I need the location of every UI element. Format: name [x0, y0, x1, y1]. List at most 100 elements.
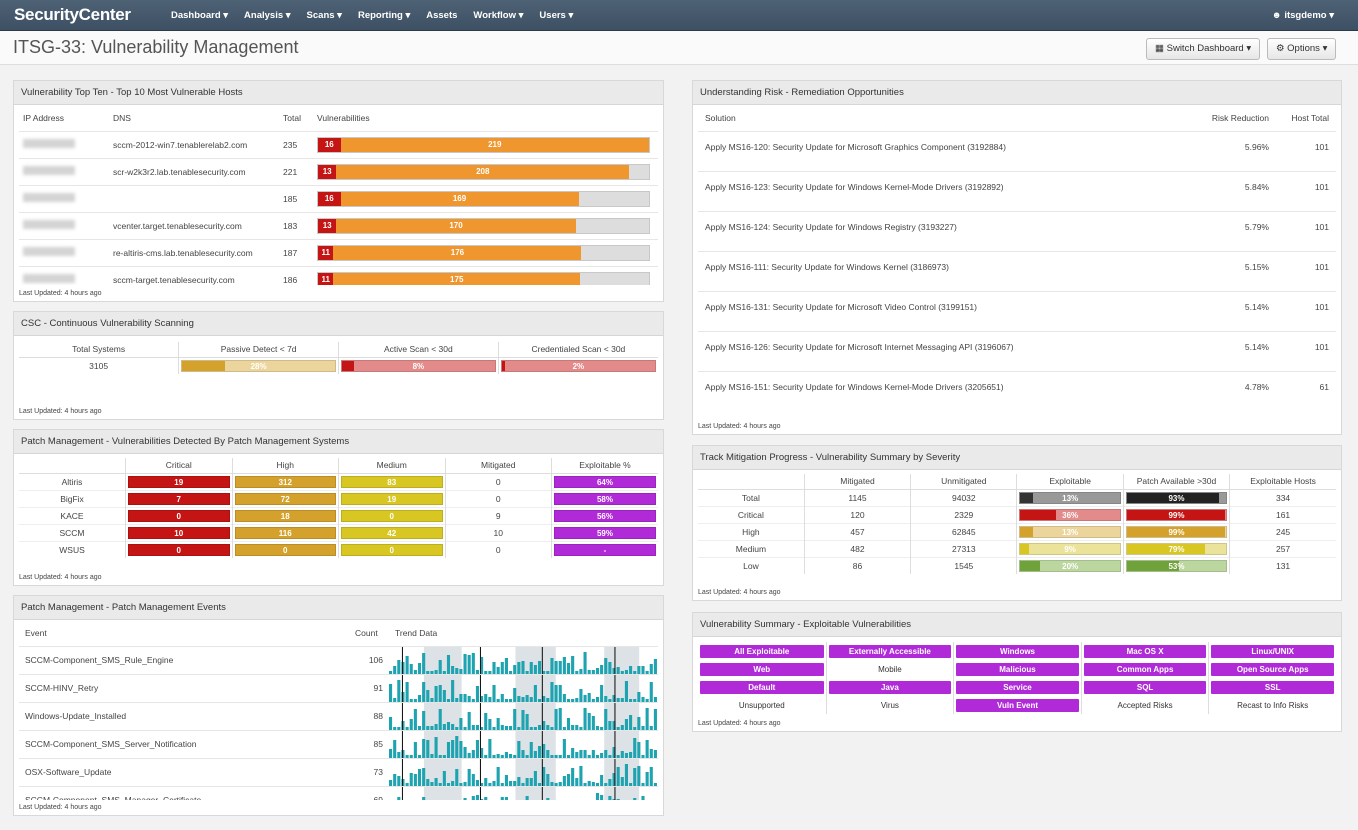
nav-item[interactable]: Users ▾ [531, 0, 581, 31]
critical-count[interactable]: 0 [128, 543, 230, 556]
table-row[interactable]: Apply MS16-131: Security Update for Micr… [698, 290, 1336, 331]
column-header[interactable]: Event [25, 627, 47, 638]
unmitigated-count[interactable]: 62845 [910, 522, 1017, 540]
critical-count[interactable]: 7 [128, 492, 230, 505]
critical-count[interactable]: 19 [128, 475, 230, 488]
table-row[interactable]: OSX-Software_Update 73 [19, 757, 658, 786]
table-row[interactable]: Apply MS16-111: Security Update for Wind… [698, 250, 1336, 291]
exploitable-hosts[interactable]: 257 [1229, 539, 1336, 557]
table-row[interactable]: Apply MS16-124: Security Update for Wind… [698, 210, 1336, 251]
table-row[interactable]: SCCM-Component_SMS_Manager_Certificate 69 [19, 785, 658, 800]
column-header[interactable]: Count [355, 627, 378, 638]
mitigated-count[interactable]: 0 [444, 472, 552, 490]
summary-cell[interactable]: Virus [825, 696, 954, 714]
exploitable-hosts[interactable]: 131 [1229, 556, 1336, 574]
table-row[interactable]: vcenter.target.tenablesecurity.com 183 13 1… [19, 211, 658, 239]
csc-bar[interactable]: 28% [181, 359, 336, 372]
vuln-bar[interactable]: 16 169 [317, 190, 650, 207]
mitigated-count[interactable]: 10 [444, 523, 552, 541]
high-count[interactable]: 312 [234, 475, 336, 488]
column-header[interactable]: IP Address [23, 112, 64, 123]
mitigated-count[interactable]: 0 [444, 540, 552, 558]
summary-cell[interactable]: Windows [953, 642, 1081, 660]
table-row[interactable]: Apply MS16-151: Security Update for Wind… [698, 370, 1336, 411]
exploitable-percent[interactable]: 59% [554, 526, 656, 539]
table-row[interactable]: sccm-2012-win7.tenablerelab2.com 235 16 219 [19, 130, 658, 158]
column-header[interactable]: Solution [705, 112, 736, 123]
switch-dashboard-button[interactable]: ▦ Switch Dashboard ▾ [1146, 38, 1261, 60]
table-row[interactable]: Apply MS16-126: Security Update for Micr… [698, 330, 1336, 371]
table-row[interactable]: Apply MS16-120: Security Update for Micr… [698, 130, 1336, 171]
column-header[interactable]: DNS [113, 112, 131, 123]
unmitigated-count[interactable]: 1545 [910, 556, 1017, 574]
csc-bar[interactable]: 8% [341, 359, 496, 372]
medium-count[interactable]: 0 [341, 543, 443, 556]
exploitable-percent[interactable]: 58% [554, 492, 656, 505]
summary-cell[interactable]: Web [698, 660, 826, 678]
patch-bar[interactable]: 99% [1125, 525, 1228, 538]
options-button[interactable]: ⚙ Options ▾ [1267, 38, 1337, 60]
medium-count[interactable]: 19 [341, 492, 443, 505]
patch-bar[interactable]: 93% [1125, 491, 1228, 504]
nav-item[interactable]: Assets [418, 0, 465, 31]
brand-logo[interactable]: SecurityCenter [14, 5, 131, 24]
critical-count[interactable]: 0 [128, 509, 230, 522]
column-header[interactable]: Host Total [1291, 112, 1329, 123]
high-count[interactable]: 116 [234, 526, 336, 539]
patch-bar[interactable]: 53% [1125, 559, 1228, 572]
medium-count[interactable]: 0 [341, 509, 443, 522]
exploitable-percent[interactable]: 56% [554, 509, 656, 522]
column-header[interactable]: Total [283, 112, 301, 123]
mitigated-count[interactable]: 86 [803, 556, 911, 574]
summary-cell[interactable]: Accepted Risks [1080, 696, 1209, 714]
mitigated-count[interactable]: 120 [803, 505, 911, 523]
summary-cell[interactable]: SSL [1208, 678, 1336, 696]
exploitable-bar[interactable]: 13% [1019, 491, 1121, 504]
summary-cell[interactable]: Open Source Apps [1208, 660, 1336, 678]
summary-cell[interactable]: Vuln Event [953, 696, 1081, 714]
high-count[interactable]: 72 [234, 492, 336, 505]
exploitable-hosts[interactable]: 334 [1229, 488, 1336, 506]
exploitable-bar[interactable]: 9% [1019, 542, 1121, 555]
nav-item[interactable]: Dashboard ▾ [163, 0, 236, 31]
table-row[interactable]: 185 16 169 [19, 184, 658, 212]
unmitigated-count[interactable]: 2329 [910, 505, 1017, 523]
vuln-bar[interactable]: 11 175 [317, 271, 650, 285]
vuln-bar[interactable]: 16 219 [317, 136, 650, 153]
summary-cell[interactable]: Service [953, 678, 1081, 696]
table-row[interactable]: SCCM-Component_SMS_Rule_Engine 106 [19, 645, 658, 674]
exploitable-bar[interactable]: 13% [1019, 525, 1121, 538]
nav-item[interactable]: Analysis ▾ [236, 0, 299, 31]
column-header[interactable]: Vulnerabilities [317, 112, 370, 123]
column-header[interactable]: Trend Data [395, 627, 438, 638]
table-row[interactable]: scr-w2k3r2.lab.tenablesecurity.com 221 13 2… [19, 157, 658, 185]
user-menu[interactable]: ☻ itsgdemo ▾ [1272, 0, 1334, 31]
exploitable-percent[interactable]: - [554, 543, 656, 556]
table-row[interactable]: SCCM-HINV_Retry 91 [19, 673, 658, 702]
unmitigated-count[interactable]: 94032 [910, 488, 1017, 506]
column-header[interactable]: Risk Reduction [1211, 112, 1269, 123]
mitigated-count[interactable]: 1145 [803, 488, 911, 506]
vuln-bar[interactable]: 11 176 [317, 244, 650, 261]
summary-cell[interactable]: Externally Accessible [825, 642, 954, 660]
critical-count[interactable]: 10 [128, 526, 230, 539]
exploitable-bar[interactable]: 36% [1019, 508, 1121, 521]
total-systems[interactable]: 3105 [19, 356, 179, 374]
summary-cell[interactable]: Default [698, 678, 826, 696]
medium-count[interactable]: 83 [341, 475, 443, 488]
high-count[interactable]: 0 [234, 543, 336, 556]
mitigated-count[interactable]: 0 [444, 489, 552, 507]
table-row[interactable]: sccm-target.tenablesecurity.com 186 11 175 [19, 265, 658, 285]
csc-bar[interactable]: 2% [500, 359, 656, 372]
unmitigated-count[interactable]: 27313 [910, 539, 1017, 557]
exploitable-hosts[interactable]: 161 [1229, 505, 1336, 523]
nav-item[interactable]: Workflow ▾ [465, 0, 531, 31]
summary-cell[interactable]: Mobile [825, 660, 954, 678]
nav-item[interactable]: Scans ▾ [299, 0, 350, 31]
exploitable-bar[interactable]: 20% [1019, 559, 1121, 572]
mitigated-count[interactable]: 457 [803, 522, 911, 540]
medium-count[interactable]: 42 [341, 526, 443, 539]
patch-bar[interactable]: 79% [1125, 542, 1228, 555]
nav-item[interactable]: Reporting ▾ [350, 0, 418, 31]
mitigated-count[interactable]: 9 [444, 506, 552, 524]
